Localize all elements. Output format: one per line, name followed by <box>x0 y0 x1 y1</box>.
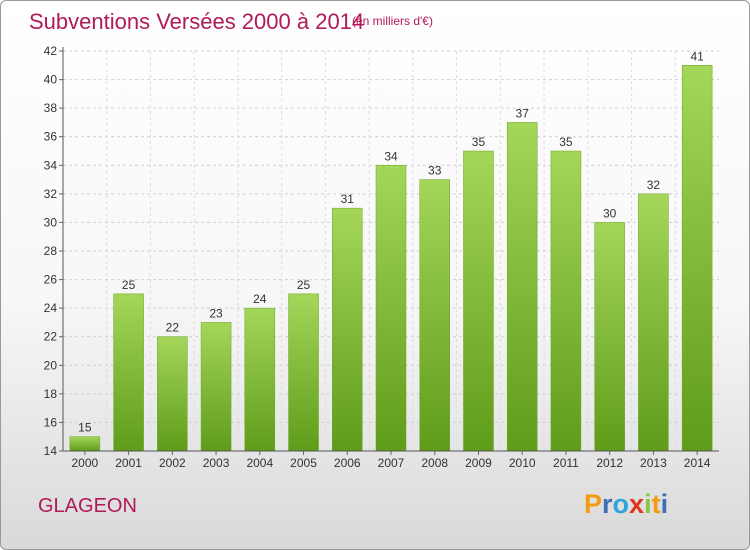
y-tick-label: 28 <box>44 244 58 258</box>
bar-value-label: 25 <box>122 278 136 292</box>
bar-value-label: 37 <box>516 106 530 120</box>
logo-letter: i <box>660 489 669 519</box>
y-tick-label: 22 <box>44 330 58 344</box>
bar-2000 <box>69 436 101 452</box>
unit-note: (en milliers d'€) <box>352 14 433 28</box>
x-tick-label: 2002 <box>159 456 186 470</box>
bar-value-label: 34 <box>384 149 398 163</box>
bar-value-label: 25 <box>297 278 311 292</box>
y-tick-label: 20 <box>44 358 58 372</box>
x-tick-label: 2011 <box>553 456 579 470</box>
x-tick-label: 2001 <box>115 456 142 470</box>
bar-value-label: 41 <box>690 49 704 63</box>
bar-2014 <box>681 65 713 452</box>
x-tick-label: 2004 <box>246 456 273 470</box>
x-tick-label: 2009 <box>465 456 492 470</box>
bar-2007 <box>375 165 407 452</box>
bar-2009 <box>463 150 494 452</box>
y-tick-label: 32 <box>44 187 58 201</box>
bar-2005 <box>288 293 319 452</box>
bar-2013 <box>638 193 669 452</box>
bar-2006 <box>332 207 363 452</box>
logo-letter: r <box>602 489 613 519</box>
bar-value-label: 31 <box>341 192 355 206</box>
x-tick-label: 2008 <box>421 456 448 470</box>
y-tick-label: 14 <box>44 444 58 458</box>
bar-value-label: 23 <box>209 306 223 320</box>
y-tick-label: 42 <box>44 44 58 58</box>
bar-value-label: 32 <box>647 178 661 192</box>
x-tick-label: 2006 <box>334 456 361 470</box>
bar-value-label: 35 <box>472 135 486 149</box>
bars: 15 25 22 23 24 25 31 34 33 35 37 35 30 32 41 <box>69 49 713 452</box>
y-tick-label: 34 <box>44 158 58 172</box>
x-tick-label: 2007 <box>378 456 405 470</box>
logo-letter: i <box>644 489 652 519</box>
y-tick-label: 26 <box>44 273 58 287</box>
proxiti-logo: Proxiti <box>584 489 668 520</box>
bar-2004 <box>244 307 276 452</box>
x-tick-label: 2000 <box>72 456 99 470</box>
bar-value-label: 33 <box>428 164 442 178</box>
x-tick-label: 2014 <box>684 456 711 470</box>
x-tick-label: 2012 <box>596 456 623 470</box>
bar-value-label: 35 <box>559 135 573 149</box>
logo-letter: x <box>629 489 645 519</box>
y-tick-label: 18 <box>44 387 58 401</box>
x-tick-label: 2010 <box>509 456 536 470</box>
axes: 14 16 18 20 22 24 26 28 30 32 34 36 38 40 42 2000 2001 20… <box>44 44 719 470</box>
y-tick-label: 24 <box>44 301 58 315</box>
bar-2001 <box>113 293 144 452</box>
x-tick-label: 2005 <box>290 456 317 470</box>
bar-2008 <box>419 179 450 452</box>
y-tick-label: 40 <box>44 73 58 87</box>
logo-letter: t <box>651 489 661 519</box>
bar-value-label: 30 <box>603 206 617 220</box>
y-tick-label: 38 <box>44 101 58 115</box>
bar-value-label: 15 <box>78 421 92 435</box>
bar-2011 <box>550 150 582 452</box>
bar-2003 <box>200 322 232 452</box>
bar-2012 <box>594 222 625 452</box>
bar-value-label: 22 <box>166 321 180 335</box>
x-tick-label: 2013 <box>640 456 667 470</box>
bar-2010 <box>506 122 538 452</box>
y-tick-label: 30 <box>44 215 58 229</box>
x-tick-label: 2003 <box>203 456 230 470</box>
y-tick-label: 36 <box>44 130 58 144</box>
y-tick-label: 16 <box>44 415 58 429</box>
bar-2002 <box>157 336 188 452</box>
bar-value-label: 24 <box>253 292 267 306</box>
logo-letter: o <box>612 489 630 519</box>
logo-letter: P <box>584 489 603 519</box>
city-name: GLAGEON <box>38 495 137 517</box>
chart-title: Subventions Versées 2000 à 2014 <box>29 9 365 34</box>
